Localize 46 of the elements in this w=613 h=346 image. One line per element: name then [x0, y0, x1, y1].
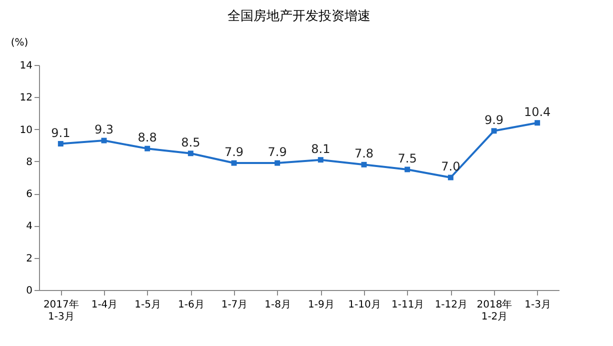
point	[534, 120, 540, 126]
y-tick-label: 14	[20, 60, 32, 72]
data-label: 7.9	[224, 145, 244, 160]
y-tick-label: 10	[20, 124, 32, 136]
data-label: 9.9	[484, 112, 504, 127]
data-label: 9.3	[94, 122, 114, 137]
x-tick-label: 2017年 1-3月	[43, 298, 79, 322]
y-axis-title: (%)	[10, 38, 28, 48]
y-tick-label: 8	[26, 156, 32, 168]
data-label: 8.1	[311, 142, 330, 156]
x-tick-label: 1-3月	[524, 300, 552, 310]
y-tick-label: 4	[26, 221, 32, 232]
y-tick-label: 2	[26, 253, 32, 264]
data-label: 7.8	[354, 146, 374, 161]
point	[318, 157, 324, 163]
x-tick-label: 1-5月	[134, 300, 162, 310]
y-tick-label: 12	[20, 92, 32, 104]
x-tick-label: 1-4月	[91, 300, 118, 310]
data-label: 7.9	[268, 145, 287, 160]
x-tick-label: 1-9月	[308, 300, 334, 310]
x-tick-label: 1-8月	[264, 300, 292, 310]
data-label: 7.5	[398, 151, 417, 166]
chart-title: 全国房地产开发投资增速	[228, 8, 370, 24]
data-label: 7.0	[441, 160, 460, 174]
point	[188, 150, 194, 156]
x-tick-label: 1-7月	[221, 300, 248, 310]
data-label: 8.5	[181, 135, 200, 150]
x-tick-label: 1-11月	[391, 300, 424, 310]
data-label: 9.1	[51, 126, 70, 140]
point	[58, 141, 64, 146]
y-tick-label: 0	[26, 286, 32, 296]
x-tick-label: 2018年 1-2月	[476, 298, 512, 322]
data-label: 8.8	[138, 130, 157, 145]
point	[274, 160, 280, 166]
y-tick-label: 6	[26, 189, 32, 200]
x-tick-label: 1-12月	[434, 300, 468, 310]
point	[404, 166, 410, 172]
point	[144, 146, 150, 152]
data-label: 10.4	[524, 104, 551, 119]
point	[448, 174, 454, 180]
point	[491, 128, 497, 134]
point	[231, 160, 237, 166]
point	[361, 162, 367, 168]
point	[101, 138, 107, 144]
x-tick-label: 1-10月	[348, 300, 381, 310]
x-tick-label: 1-6月	[178, 300, 204, 310]
